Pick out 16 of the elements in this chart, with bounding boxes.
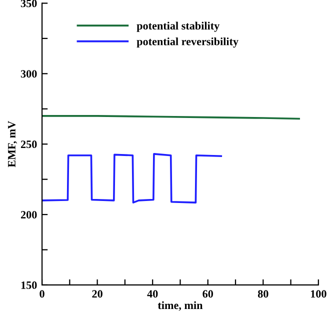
- x-tick-label: 0: [40, 290, 44, 298]
- y-tick-label: 150: [21, 281, 37, 289]
- x-tick-label: 100: [310, 290, 326, 298]
- legend-label: potential reversibility: [136, 37, 238, 48]
- legend-label: potential stability: [136, 22, 220, 32]
- y-tick-label: 350: [20, 0, 37, 8]
- y-axis-title: EMF, mV: [8, 120, 18, 168]
- y-tick-label: 200: [20, 211, 37, 218]
- line-series: [42, 153, 222, 204]
- x-axis-title: time, min: [158, 301, 203, 311]
- y-tick-label: 250: [20, 140, 37, 148]
- x-tick-label: 80: [258, 290, 268, 298]
- x-tick-label: 60: [202, 290, 213, 298]
- y-tick-label: 300: [20, 70, 37, 78]
- x-tick-label: 20: [92, 290, 102, 298]
- x-tick-label: 40: [147, 290, 158, 298]
